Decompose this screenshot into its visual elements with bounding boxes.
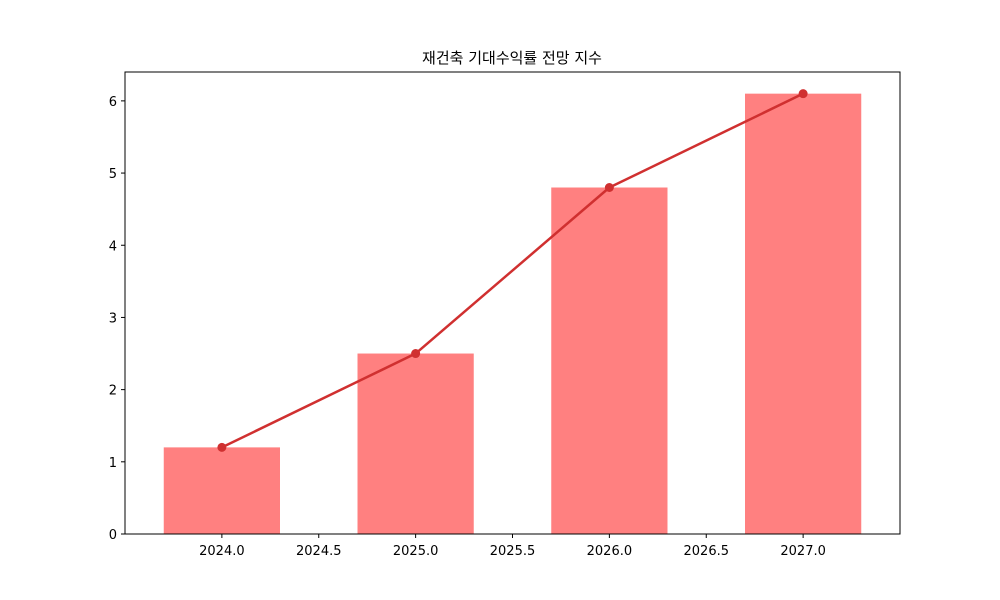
- x-tick-label: 2024.5: [296, 544, 342, 559]
- chart-title: 재건축 기대수익률 전망 지수: [422, 49, 602, 67]
- x-tick-label: 2024.0: [199, 544, 245, 559]
- x-tick-label: 2026.0: [587, 544, 633, 559]
- y-tick-label: 4: [109, 239, 117, 254]
- line-point: [798, 89, 808, 99]
- line-group: [217, 89, 808, 452]
- x-tick-label: 2027.0: [780, 544, 826, 559]
- line-point: [604, 183, 614, 192]
- bar: [357, 353, 474, 534]
- line-point: [411, 349, 421, 359]
- y-axis: 0 1 2 3 4 5 6: [109, 95, 125, 543]
- y-tick-label: 1: [109, 456, 117, 471]
- bar: [551, 187, 668, 534]
- y-tick-label: 0: [109, 528, 117, 543]
- y-tick-label: 2: [109, 384, 117, 399]
- x-tick-label: 2025.0: [393, 544, 439, 559]
- line-point: [217, 442, 227, 452]
- y-tick-label: 6: [109, 95, 117, 110]
- x-tick-label: 2025.5: [490, 544, 536, 559]
- x-axis: 2024.0 2024.5 2025.0 2025.5 2026.0 2026.5 2027…: [199, 534, 826, 559]
- series-line: [221, 92, 804, 449]
- bars-group: [163, 93, 862, 534]
- y-tick-label: 3: [109, 311, 117, 326]
- bar: [163, 447, 280, 534]
- x-tick-label: 2026.5: [684, 544, 730, 559]
- bar: [745, 93, 862, 534]
- y-tick-label: 5: [109, 167, 117, 182]
